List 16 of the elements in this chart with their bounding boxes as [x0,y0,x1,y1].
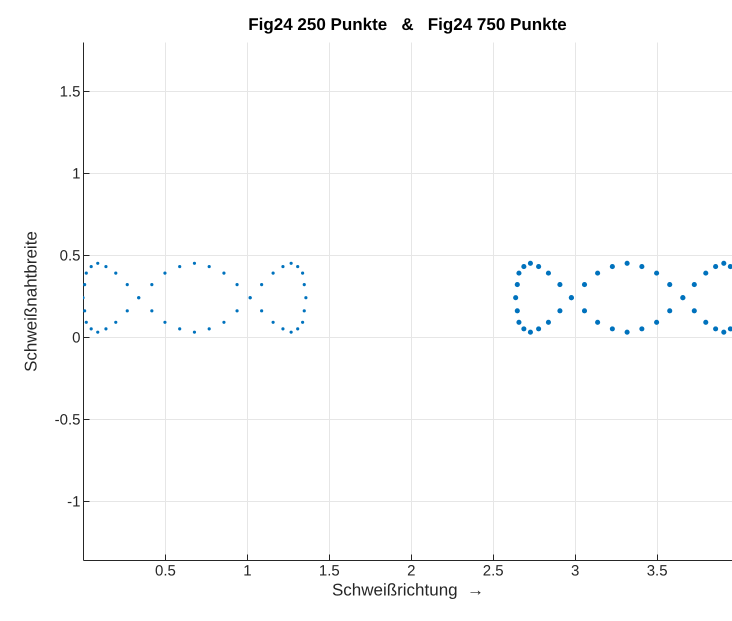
x-axis-title: Schweißrichtung → [332,580,484,600]
y-tick-label: -1 [67,493,80,510]
x-tick-label: 0.5 [155,562,176,580]
x-tick-label: 2.5 [482,562,504,580]
x-tick-label: 3 [570,562,580,580]
y-tick-label: 1.5 [60,84,80,101]
x-tick-label: 3.5 [646,562,668,580]
y-tick-label: 0.5 [60,248,80,265]
y-tick-label: 0 [72,330,80,347]
x-tick-label: 1 [243,562,252,580]
x-tick-label: 2 [407,562,416,580]
y-axis-title: Schweißnahtbreite [22,231,41,372]
y-tick-label: 1 [72,166,80,183]
chart-title: Fig24 250 Punkte & Fig24 750 Punkte [248,15,567,34]
y-tick-label: -0.5 [54,412,80,429]
x-tick-label: 1.5 [318,562,340,580]
